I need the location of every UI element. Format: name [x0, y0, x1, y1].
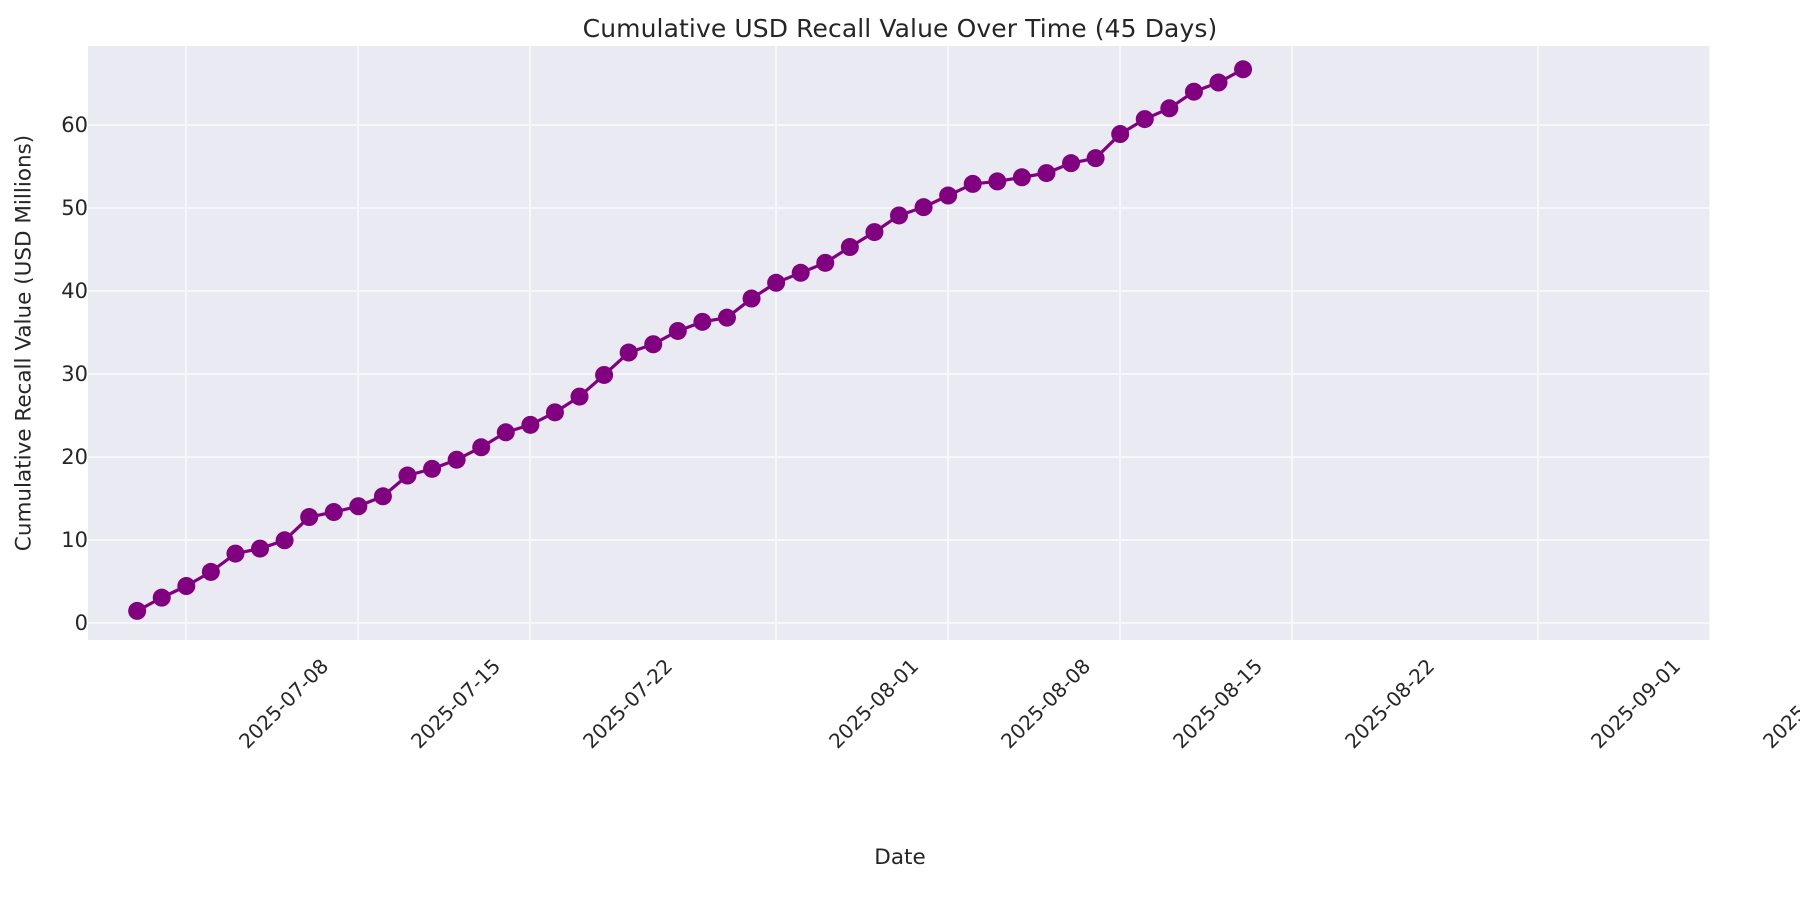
data-point-marker [791, 263, 810, 282]
y-tick-label: 20 [61, 445, 88, 470]
data-point-marker [668, 321, 687, 340]
gridline-horizontal [88, 456, 1710, 459]
data-point-marker [128, 601, 147, 620]
gridline-horizontal [88, 539, 1710, 542]
x-tick-label: 2025-09-01 [1586, 654, 1686, 754]
plot-area [88, 46, 1710, 640]
gridline-vertical [775, 46, 778, 640]
data-point-marker [275, 531, 294, 550]
gridline-vertical [1709, 46, 1710, 640]
gridline-vertical [1119, 46, 1122, 640]
x-tick-label: 2025-07-08 [234, 654, 334, 754]
data-point-marker [521, 415, 540, 434]
data-point-marker [373, 487, 392, 506]
gridline-vertical [529, 46, 532, 640]
data-point-marker [1062, 154, 1081, 173]
gridline-horizontal [88, 123, 1710, 126]
page-title: Cumulative USD Recall Value Over Time (4… [582, 14, 1218, 43]
data-point-marker [545, 403, 564, 422]
data-point-marker [177, 577, 196, 595]
gridline-vertical [947, 46, 950, 640]
data-point-marker [988, 172, 1007, 191]
y-tick-label: 50 [61, 196, 88, 220]
data-point-marker [939, 186, 958, 205]
data-point-marker [644, 335, 663, 354]
data-point-marker [570, 387, 589, 406]
data-point-marker [963, 174, 982, 193]
x-tick-label: 2025-07-22 [578, 654, 678, 754]
data-point-marker [423, 459, 442, 478]
data-point-marker [349, 497, 368, 516]
data-point-marker [398, 466, 417, 485]
data-point-marker [1012, 168, 1031, 187]
data-point-marker [1086, 149, 1105, 168]
data-point-marker [840, 238, 859, 257]
data-point-marker [914, 198, 933, 217]
data-point-marker [1209, 73, 1228, 92]
gridline-vertical [1291, 46, 1294, 640]
gridline-vertical [185, 46, 188, 640]
y-tick-label: 60 [61, 112, 88, 137]
x-tick-label: 2025-08-22 [1340, 654, 1440, 754]
x-tick-label: 2025-08-08 [996, 654, 1096, 754]
series-markers [128, 60, 1253, 620]
y-tick-label: 10 [61, 528, 88, 553]
data-point-marker [619, 343, 638, 362]
x-tick-label: 2025-07-15 [406, 654, 506, 754]
data-point-marker [472, 438, 491, 457]
data-point-marker [890, 206, 908, 225]
data-point-marker [717, 308, 736, 327]
gridline-horizontal [88, 290, 1710, 293]
gridline-horizontal [88, 373, 1710, 376]
data-point-marker [1160, 99, 1179, 118]
data-point-marker [1135, 110, 1154, 129]
data-point-marker [447, 450, 466, 469]
data-point-marker [816, 253, 835, 272]
data-point-marker [251, 539, 270, 558]
data-point-marker [324, 503, 343, 522]
data-point-marker [742, 289, 761, 308]
y-tick-label: 30 [61, 362, 88, 387]
y-tick-label: 40 [61, 279, 88, 304]
data-point-marker [693, 312, 712, 331]
data-point-marker [1234, 60, 1253, 79]
y-axis-label: Cumulative Recall Value (USD Millions) [11, 134, 37, 552]
series-polyline [135, 67, 1245, 613]
data-point-marker [767, 273, 786, 292]
gridline-vertical [1536, 46, 1539, 640]
data-point-marker [1184, 82, 1203, 101]
x-axis-label: Date [874, 845, 926, 870]
data-series-line [128, 60, 1253, 620]
data-point-marker [201, 562, 220, 581]
x-tick-label: 2025-09-08 [1758, 654, 1800, 754]
data-point-marker [595, 365, 614, 384]
data-point-marker [496, 423, 515, 442]
data-point-marker [300, 508, 319, 527]
x-tick-label: 2025-08-01 [824, 654, 924, 754]
data-point-marker [865, 223, 884, 242]
data-point-marker [1111, 125, 1130, 144]
y-tick-label: 0 [74, 611, 88, 636]
gridline-horizontal [88, 622, 1710, 625]
data-point-marker [1037, 164, 1056, 183]
gridline-vertical [357, 46, 360, 640]
x-tick-label: 2025-08-15 [1168, 654, 1268, 754]
data-point-marker [226, 544, 245, 563]
data-point-marker [152, 588, 171, 607]
